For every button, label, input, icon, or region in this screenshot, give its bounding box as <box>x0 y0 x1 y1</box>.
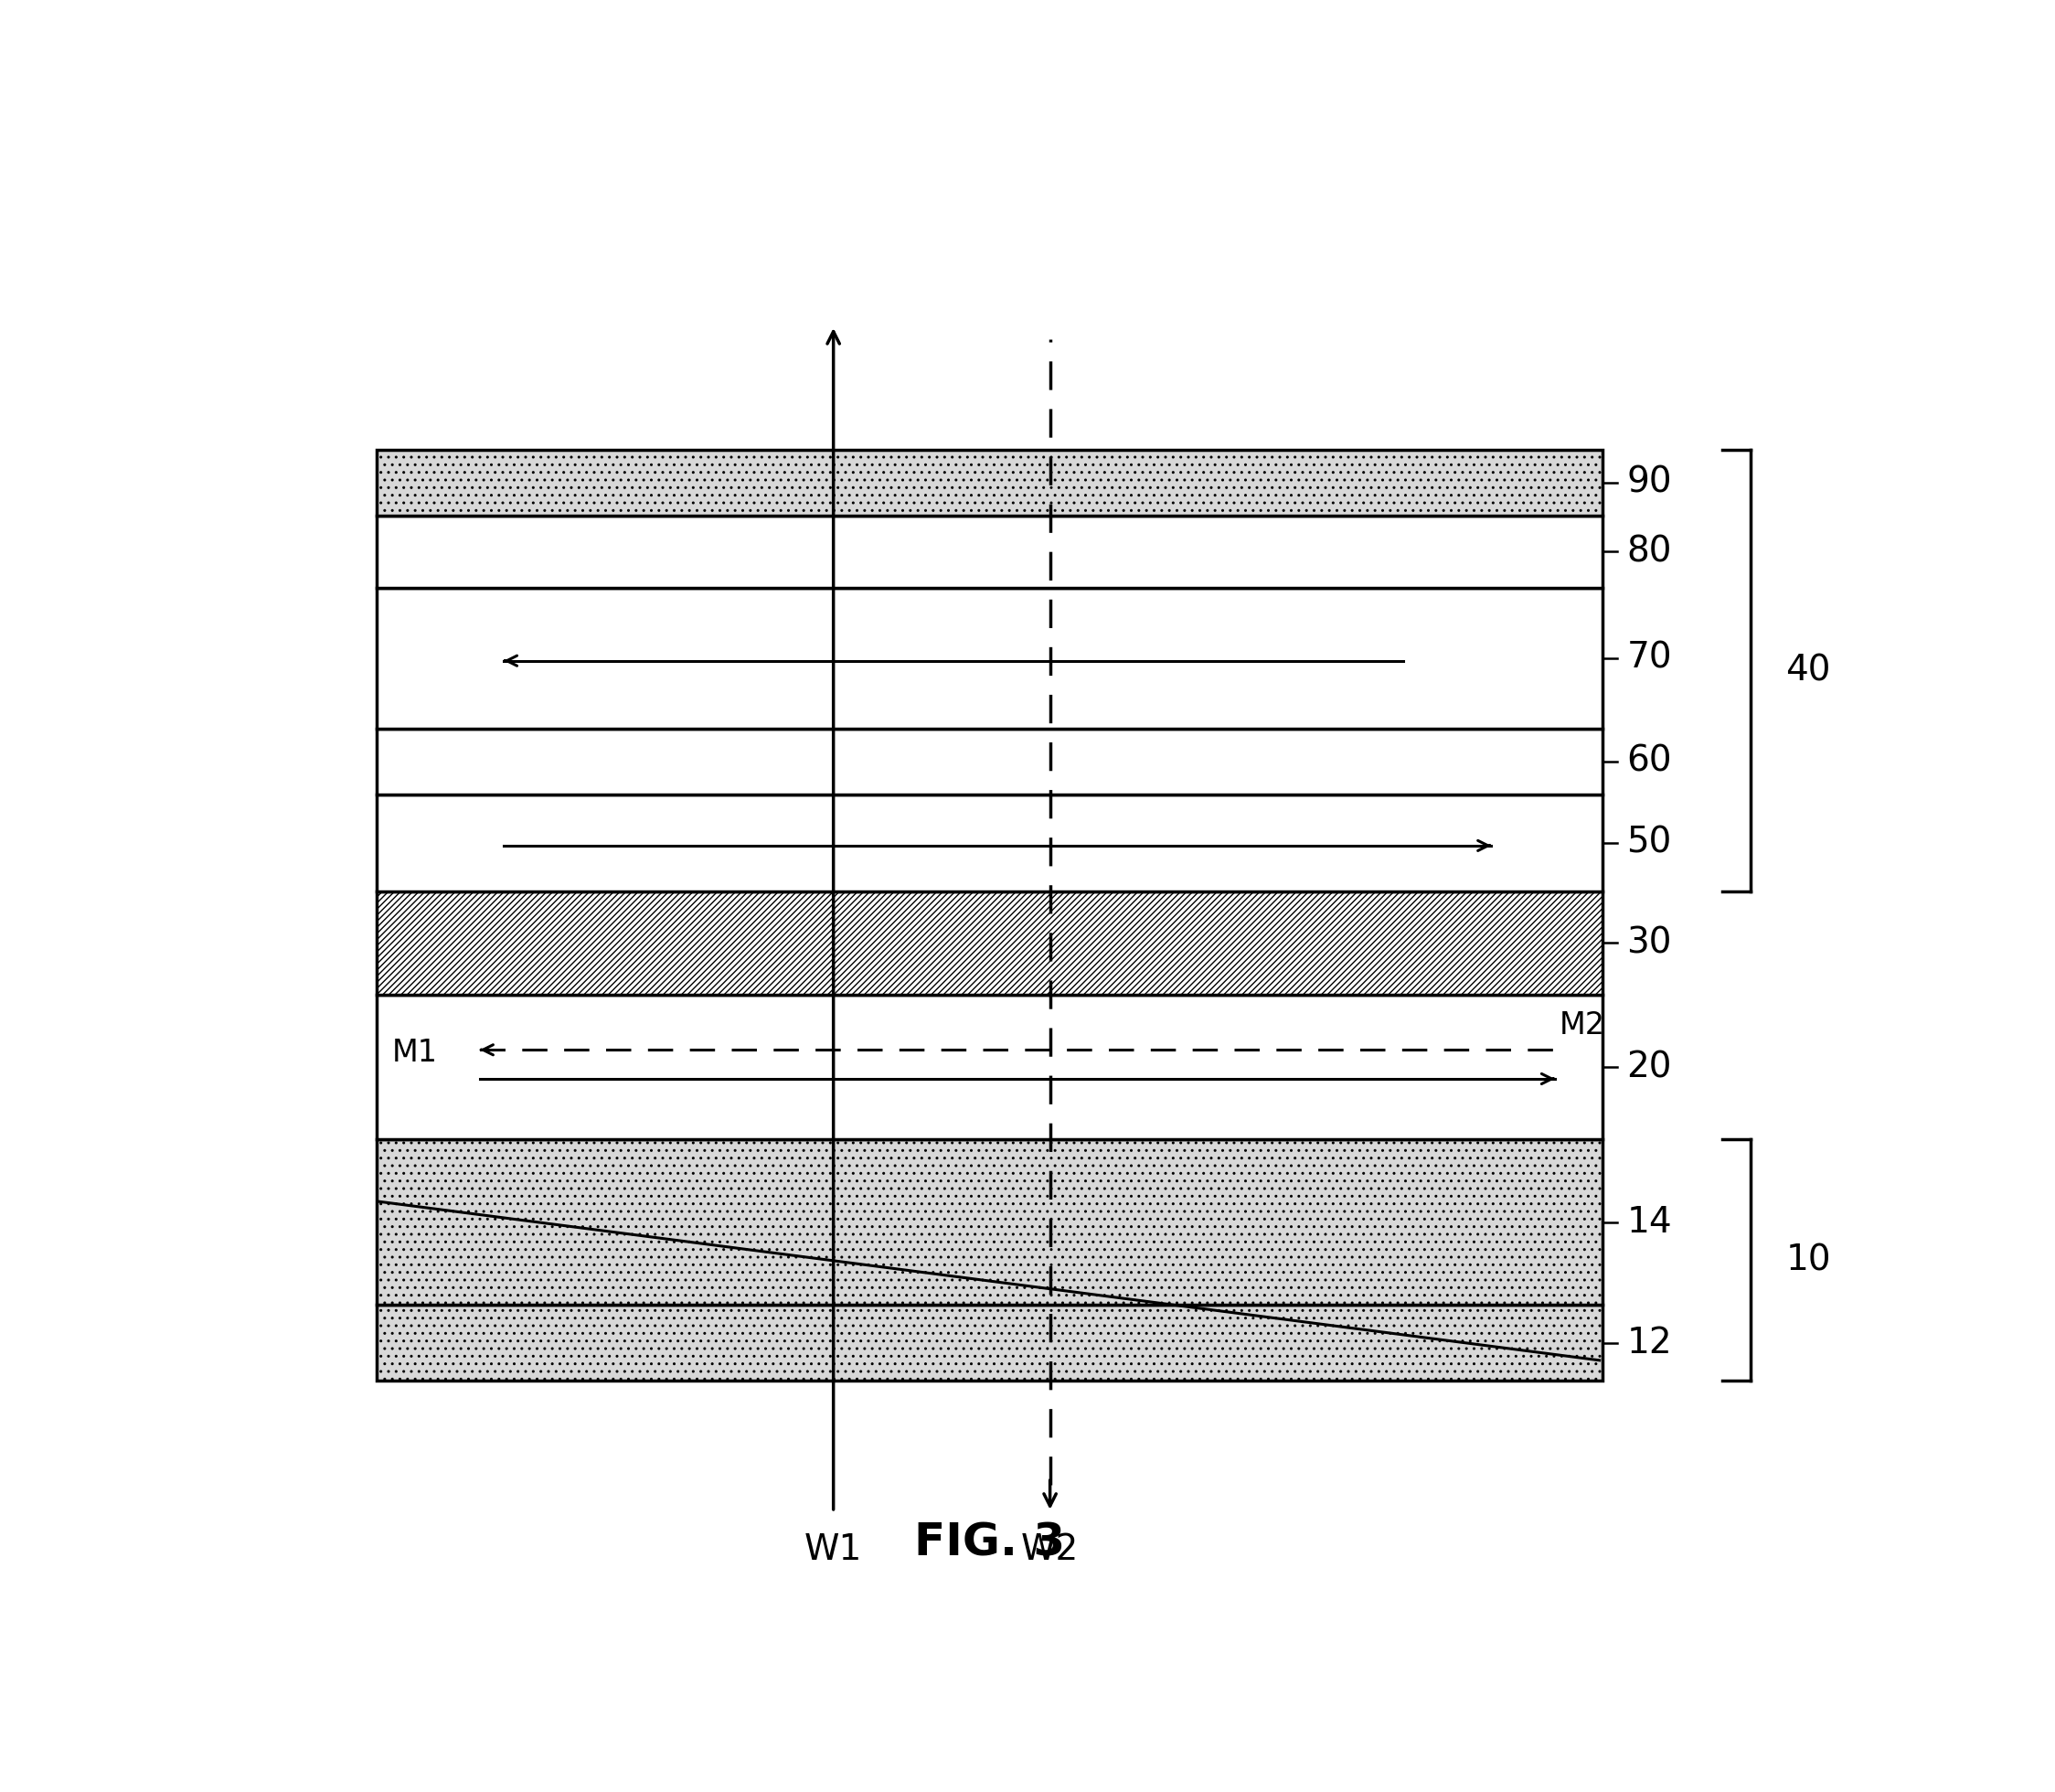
Text: M1: M1 <box>393 1038 438 1068</box>
Bar <box>376 450 1603 516</box>
Bar <box>376 794 1603 891</box>
Text: 14: 14 <box>1626 1204 1673 1240</box>
Text: 90: 90 <box>1626 466 1673 500</box>
Bar <box>376 1305 1603 1382</box>
Text: 30: 30 <box>1626 925 1673 961</box>
Text: W1: W1 <box>804 1532 863 1568</box>
Text: 20: 20 <box>1626 1050 1673 1084</box>
Bar <box>376 1140 1603 1305</box>
Text: 80: 80 <box>1626 534 1673 570</box>
Bar <box>376 516 1603 588</box>
Bar <box>376 891 1603 995</box>
Text: 50: 50 <box>1626 826 1671 860</box>
Text: 40: 40 <box>1786 652 1831 688</box>
Text: 12: 12 <box>1626 1326 1673 1360</box>
Bar <box>376 728 1603 794</box>
Text: W2: W2 <box>1021 1532 1079 1568</box>
Text: 60: 60 <box>1626 744 1673 780</box>
Text: FIG. 3: FIG. 3 <box>914 1521 1064 1564</box>
Bar <box>376 995 1603 1140</box>
Bar <box>376 588 1603 728</box>
Text: 70: 70 <box>1626 640 1673 676</box>
Text: 10: 10 <box>1786 1244 1831 1278</box>
Text: M2: M2 <box>1560 1011 1605 1039</box>
